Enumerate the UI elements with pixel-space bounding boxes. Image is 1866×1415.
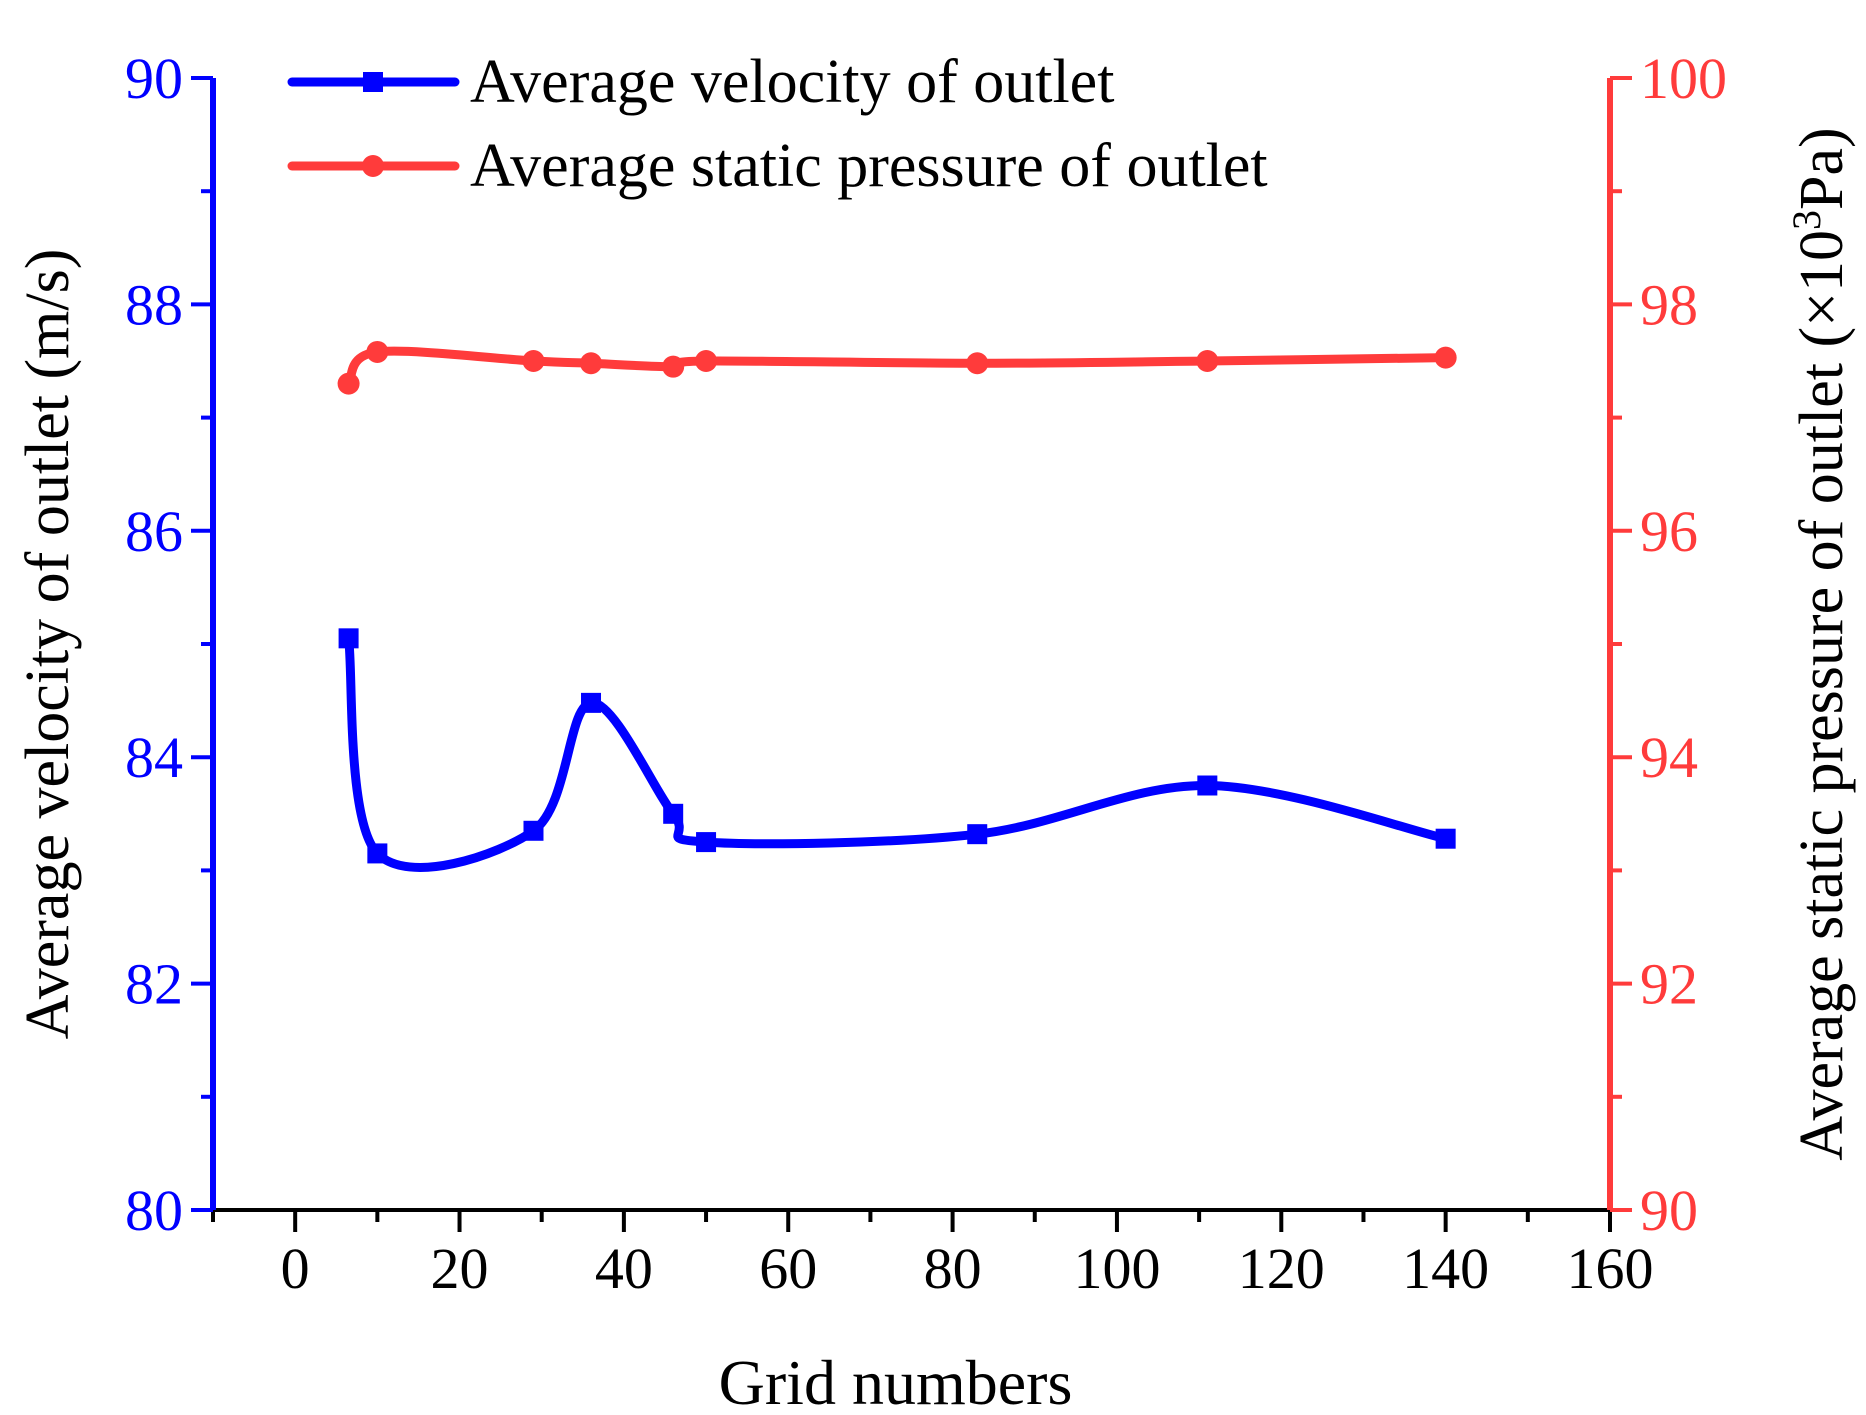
data-point-square bbox=[367, 843, 388, 864]
x-tick-label: 160 bbox=[1567, 1236, 1654, 1301]
x-tick-label: 100 bbox=[1073, 1236, 1160, 1301]
data-point-square bbox=[1435, 828, 1456, 849]
data-point-circle bbox=[580, 352, 603, 375]
data-point-circle bbox=[522, 350, 545, 372]
x-tick-label: 60 bbox=[759, 1236, 817, 1301]
data-point-circle bbox=[366, 340, 389, 363]
legend-label: Average velocity of outlet bbox=[470, 48, 1114, 116]
legend-marker-square bbox=[363, 72, 383, 92]
series-group bbox=[337, 340, 1457, 872]
data-point-square bbox=[1197, 775, 1218, 796]
x-axis-title: Grid numbers bbox=[719, 1347, 1073, 1415]
x-tick-label: 40 bbox=[595, 1236, 653, 1301]
x-tick-label: 80 bbox=[924, 1236, 982, 1301]
right-tick-label: 92 bbox=[1640, 952, 1698, 1017]
series-line-0 bbox=[344, 633, 1451, 872]
data-point-circle bbox=[337, 372, 360, 395]
data-point-square bbox=[523, 820, 544, 841]
legend-label: Average static pressure of outlet bbox=[470, 132, 1268, 200]
left-tick-label: 82 bbox=[125, 952, 183, 1017]
data-point-circle bbox=[662, 355, 685, 378]
axis-titles: Grid numbers Average velocity of outlet (… bbox=[14, 127, 1856, 1415]
data-point-circle bbox=[695, 350, 718, 372]
data-point-circle bbox=[1196, 350, 1219, 372]
series-line-1 bbox=[344, 346, 1451, 389]
left-tick-label: 86 bbox=[125, 499, 183, 564]
data-point-square bbox=[696, 832, 717, 853]
right-axis-title: Average static pressure of outlet (×103P… bbox=[1784, 127, 1856, 1160]
left-tick-label: 88 bbox=[125, 272, 183, 337]
data-point-square bbox=[967, 824, 988, 845]
left-tick-label: 80 bbox=[125, 1178, 183, 1243]
data-point-square bbox=[338, 628, 359, 649]
left-tick-label: 84 bbox=[125, 725, 183, 790]
right-tick-label: 90 bbox=[1640, 1178, 1698, 1243]
left-axis-title: Average velocity of outlet (m/s) bbox=[14, 249, 82, 1040]
x-tick-label: 0 bbox=[281, 1236, 310, 1301]
legend: Average velocity of outlet Average static… bbox=[287, 48, 1268, 200]
data-point-circle bbox=[966, 352, 989, 375]
right-tick-label: 96 bbox=[1640, 499, 1698, 564]
x-tick-label: 140 bbox=[1402, 1236, 1489, 1301]
data-point-square bbox=[581, 692, 602, 713]
axes: 0 20 40 60 80 100 120 140 160 80 82 84 86 88 90 90 92 94 9… bbox=[125, 46, 1727, 1301]
legend-marker-circle bbox=[362, 155, 384, 177]
data-point-square bbox=[663, 803, 684, 824]
x-tick-label: 120 bbox=[1238, 1236, 1325, 1301]
x-tick-label: 20 bbox=[431, 1236, 489, 1301]
left-tick-label: 90 bbox=[125, 46, 183, 111]
right-tick-label: 100 bbox=[1640, 46, 1727, 111]
right-tick-label: 98 bbox=[1640, 272, 1698, 337]
right-tick-label: 94 bbox=[1640, 725, 1698, 790]
data-point-circle bbox=[1434, 346, 1457, 369]
